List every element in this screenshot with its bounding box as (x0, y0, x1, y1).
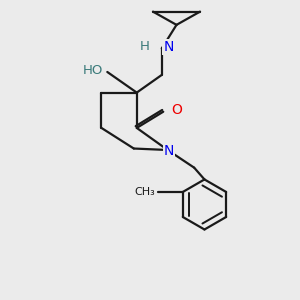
Text: O: O (172, 103, 182, 117)
Text: HO: HO (82, 64, 103, 77)
Text: N: N (163, 40, 174, 54)
Text: H: H (140, 40, 149, 53)
Text: N: N (164, 145, 174, 158)
Text: CH₃: CH₃ (134, 187, 155, 197)
